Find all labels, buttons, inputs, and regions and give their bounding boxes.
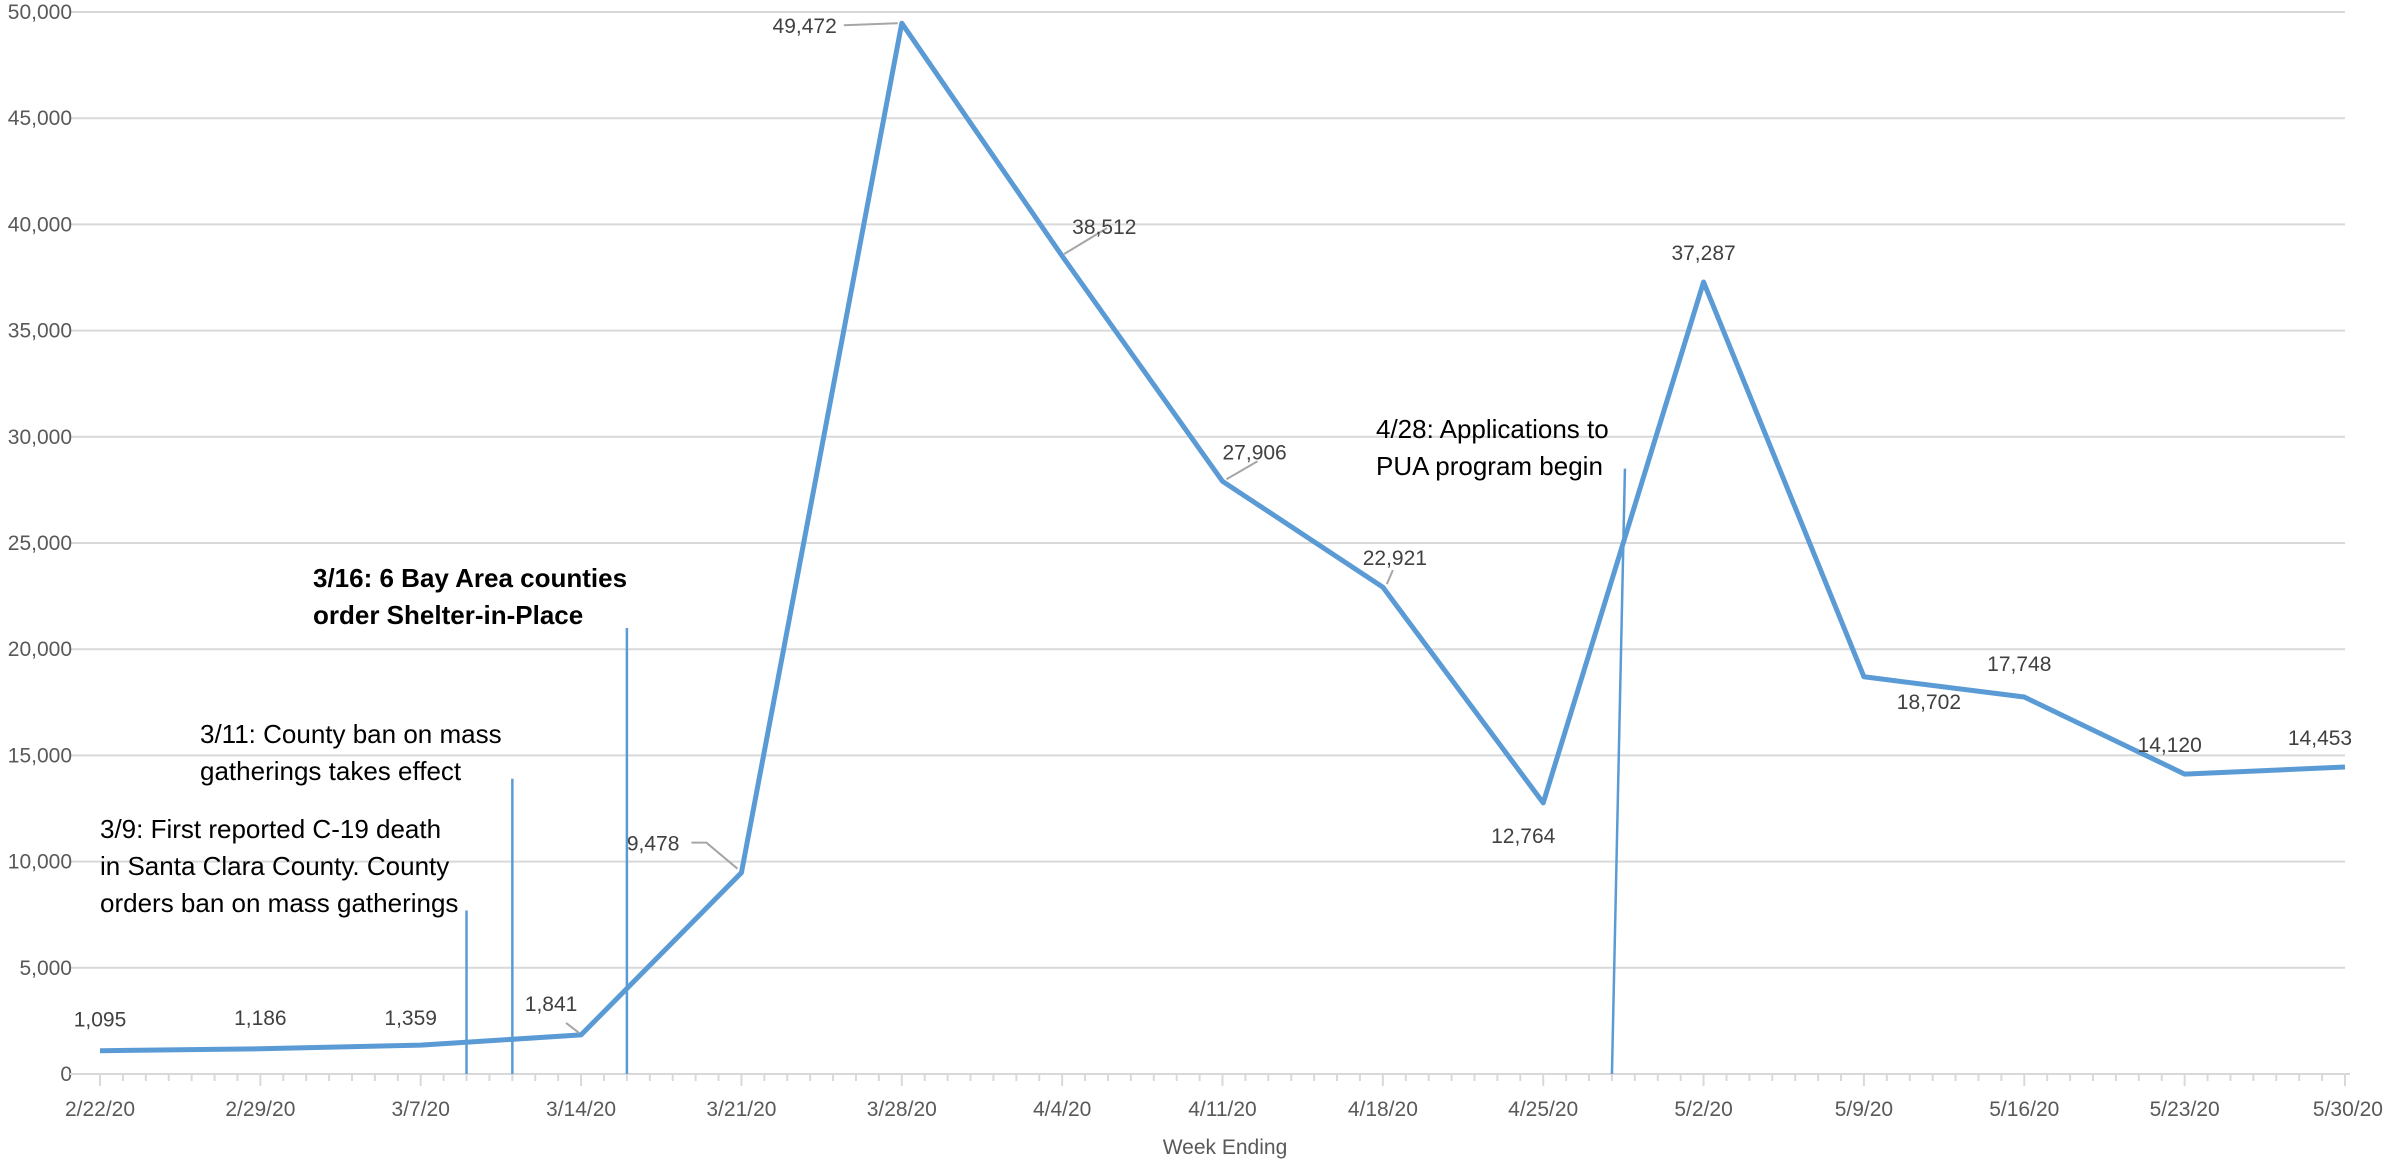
data-label: 12,764	[1491, 825, 1556, 848]
data-label: 37,287	[1671, 242, 1735, 265]
x-tick-label: 4/11/20	[1188, 1098, 1257, 1121]
x-tick-label: 5/16/20	[1989, 1098, 2059, 1121]
y-tick-label: 50,000	[8, 1, 72, 24]
annotation-text: 3/9: First reported C-19 death	[100, 814, 441, 844]
x-axis-title: Week Ending	[1163, 1136, 1288, 1159]
data-label: 17,748	[1987, 653, 2051, 676]
x-tick-label: 2/29/20	[225, 1098, 295, 1121]
x-tick-label: 4/25/20	[1508, 1098, 1578, 1121]
data-label: 38,512	[1072, 216, 1136, 239]
data-label-leader	[1385, 569, 1394, 585]
y-tick-label: 5,000	[19, 957, 72, 980]
y-tick-label: 15,000	[8, 744, 72, 767]
annotation-text: order Shelter-in-Place	[313, 600, 583, 630]
data-label: 9,478	[627, 833, 680, 856]
data-label-leader	[1063, 227, 1108, 255]
data-label-leader	[565, 1022, 580, 1034]
y-tick-label: 40,000	[8, 213, 72, 236]
annotations: 3/9: First reported C-19 death in Santa C…	[100, 414, 1609, 918]
series-line-claims	[99, 20, 2346, 1054]
data-label-leader	[1225, 460, 1259, 481]
event-markers	[465, 468, 1627, 1075]
y-tick-label: 0	[60, 1063, 72, 1086]
annotation-text: 3/16: 6 Bay Area counties	[313, 563, 627, 593]
x-tick-label: 5/30/20	[2313, 1098, 2383, 1121]
data-label: 27,906	[1223, 441, 1287, 464]
data-label: 1,186	[234, 1007, 287, 1030]
annotation-text: PUA program begin	[1376, 451, 1603, 481]
y-tick-label: 35,000	[8, 320, 72, 343]
data-labels: 1,095 1,186 1,359 1,841 9,478 49,472 38,512 27,…	[74, 15, 2352, 1034]
x-tick-label: 4/18/20	[1348, 1098, 1418, 1121]
y-axis: 0 5,000 10,000 15,000 20,000 25,000 30,000 35,0…	[8, 1, 72, 1086]
x-tick-label: 3/28/20	[867, 1098, 937, 1121]
data-label: 49,472	[773, 15, 837, 38]
x-tick-label: 5/9/20	[1835, 1098, 1893, 1121]
y-tick-label: 25,000	[8, 532, 72, 555]
annotation-text: gatherings takes effect	[200, 756, 462, 786]
data-label: 22,921	[1363, 547, 1427, 570]
x-tick-label: 5/23/20	[2150, 1098, 2220, 1121]
data-label: 14,453	[2288, 727, 2352, 750]
y-tick-label: 10,000	[8, 851, 72, 874]
annotation-text: 3/11: County ban on mass	[200, 719, 502, 749]
x-tick-label: 3/7/20	[392, 1098, 450, 1121]
y-tick-label: 30,000	[8, 426, 72, 449]
x-tick-label: 4/4/20	[1033, 1098, 1091, 1121]
y-tick-label: 20,000	[8, 638, 72, 661]
x-axis: 2/22/20 2/29/20 3/7/20 3/14/20 3/21/20 3/28/2…	[65, 1073, 2383, 1121]
data-label: 18,702	[1897, 691, 1961, 714]
data-label: 1,095	[74, 1009, 127, 1032]
data-label: 1,359	[384, 1007, 437, 1030]
series	[99, 20, 2346, 1054]
x-tick-label: 5/2/20	[1674, 1098, 1732, 1121]
data-label: 14,120	[2138, 734, 2202, 757]
gridlines	[70, 11, 2345, 969]
data-label-leader	[691, 841, 739, 870]
x-tick-label: 3/14/20	[546, 1098, 616, 1121]
event-marker-line	[1610, 468, 1627, 1075]
data-label-leader	[843, 22, 898, 27]
annotation-text: in Santa Clara County. County	[100, 851, 449, 881]
y-tick-label: 45,000	[8, 107, 72, 130]
data-label: 1,841	[525, 993, 578, 1016]
annotation-text: orders ban on mass gatherings	[100, 888, 458, 918]
annotation-text: 4/28: Applications to	[1376, 414, 1609, 444]
x-tick-label: 3/21/20	[706, 1098, 776, 1121]
x-tick-label: 2/22/20	[65, 1098, 135, 1121]
